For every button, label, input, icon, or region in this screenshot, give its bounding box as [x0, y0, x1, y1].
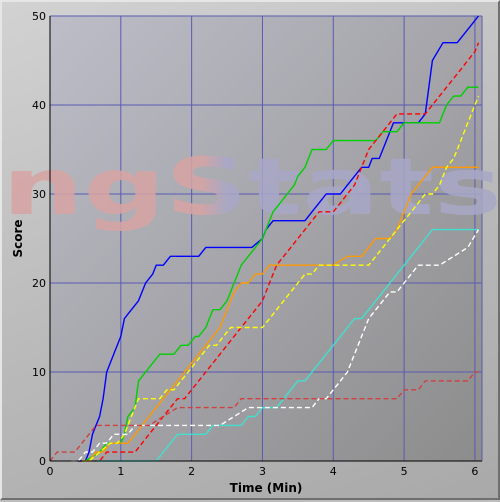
- y-tick-label: 40: [32, 99, 46, 112]
- x-tick-label: 3: [259, 465, 266, 478]
- series-line-3: [92, 42, 480, 462]
- watermark-text: ngStats: [2, 143, 500, 233]
- series-line-4: [81, 166, 479, 462]
- y-tick-label: 0: [39, 455, 46, 468]
- x-tick-label: 5: [401, 465, 408, 478]
- x-tick-label: 6: [471, 465, 478, 478]
- series-line-2: [85, 86, 479, 462]
- y-tick-label: 10: [32, 366, 46, 379]
- series-line-8: [49, 371, 479, 462]
- y-tick-label: 20: [32, 277, 46, 290]
- x-axis-label: Time (Min): [230, 481, 303, 495]
- x-tick-label: 4: [330, 465, 337, 478]
- x-tick-label: 0: [47, 465, 54, 478]
- x-tick-label: 1: [117, 465, 124, 478]
- y-tick-label: 30: [32, 188, 46, 201]
- y-axis-label: Score: [11, 219, 25, 257]
- axes: [49, 16, 482, 462]
- y-tick-label: 50: [32, 10, 46, 23]
- plot-area: [50, 16, 482, 461]
- series-line-6: [92, 228, 479, 462]
- x-tick-labels: 0 1 2 3 4 5 6: [47, 465, 479, 478]
- series-layer: [49, 15, 480, 462]
- grid: [50, 15, 483, 461]
- x-tick-label: 2: [188, 465, 195, 478]
- series-line-7: [71, 229, 480, 462]
- series-line-5: [81, 95, 480, 462]
- y-tick-labels: 0 10 20 30 40 50: [32, 10, 46, 468]
